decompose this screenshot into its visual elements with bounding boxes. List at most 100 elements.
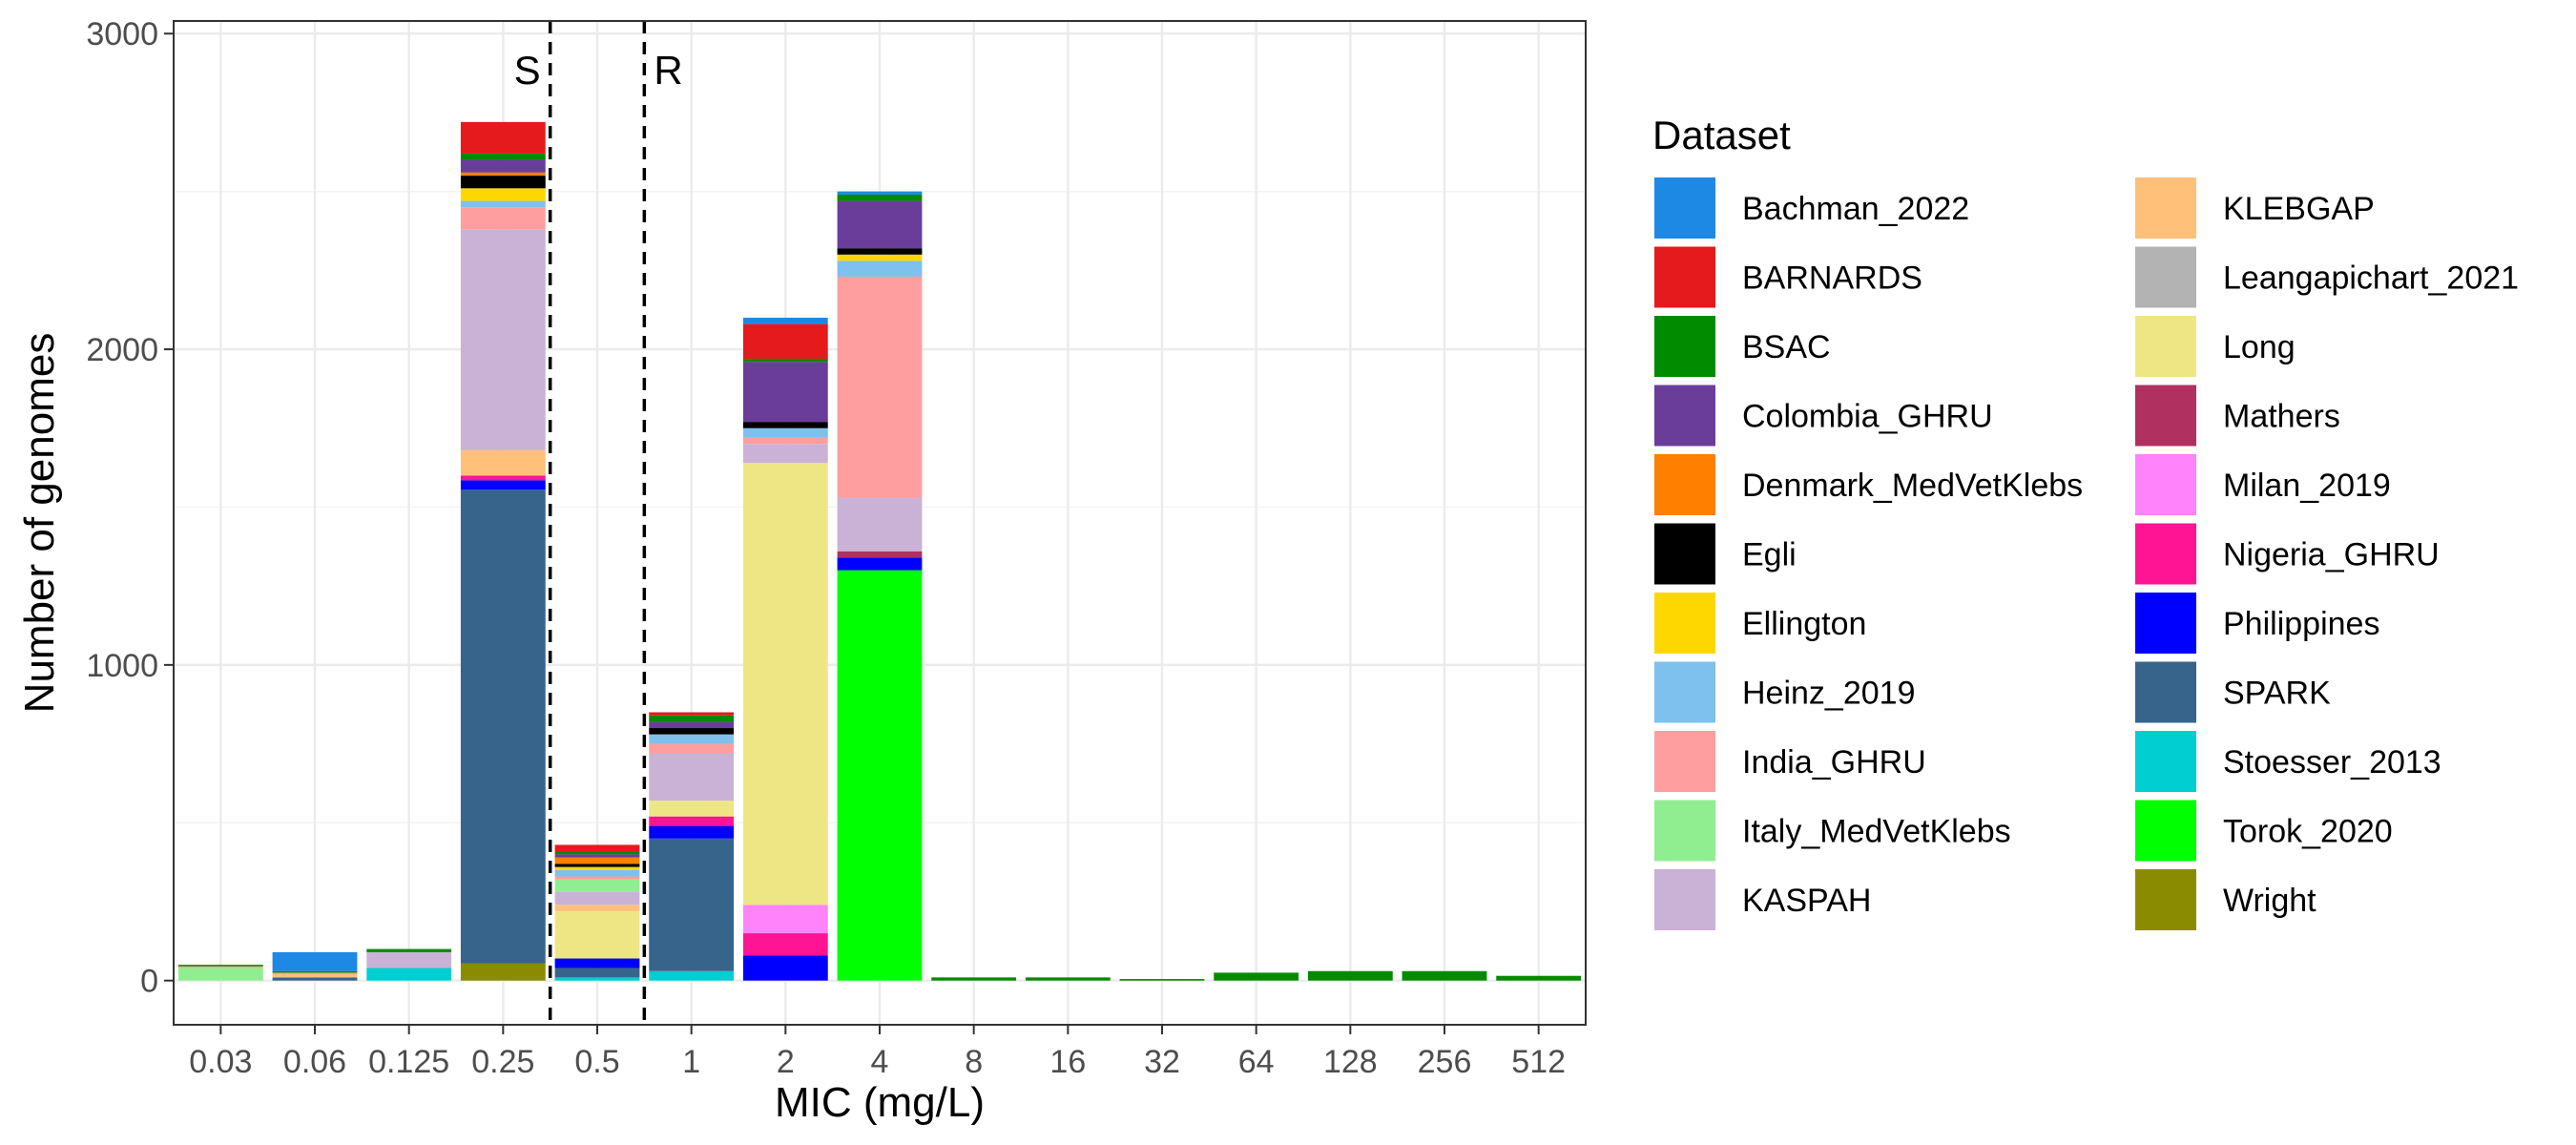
bar-segment: Philippines: 80 [742,955,828,981]
breakpoint-label: S [514,48,541,93]
legend: Dataset Bachman_2022 BARNARDS BSAC Colombia… [1652,113,2519,930]
x-tick-label: 0.25 [471,1044,534,1080]
legend-label: Heinz_2019 [1742,676,1915,712]
bar-segment: BSAC: 15 [1496,975,1582,981]
bar-segment: Bachman_2022: 60 [272,951,358,971]
bar-segment: Egli: 20 [742,422,828,428]
bar-segment: Stoesser_2013: 10 [554,977,640,981]
bar-segment: Egli: 40 [460,176,546,189]
bar-segment: Mathers: 20 [837,551,923,558]
bar-segment: Heinz_2019: 30 [649,734,735,744]
legend-key [2135,523,2196,585]
legend-label: Wright [2223,883,2316,919]
bars: Italy_MedVetKlebs: 40India_GHRU: 5BSAC: … [177,121,1582,981]
bar-segment: Colombia_GHRU: 20 [649,721,735,729]
legend-label: SPARK [2223,676,2331,712]
bar-segment: Heinz_2019: 20 [554,869,640,877]
legend-key [2135,661,2196,723]
legend-label: Colombia_GHRU [1742,399,1993,435]
legend-key [1654,869,1715,930]
bar-segment: KLEBGAP: 10 [272,974,358,978]
x-tick-label: 0.125 [368,1044,449,1080]
legend-key [1654,177,1715,239]
bar-segment: SPARK: 420 [649,838,735,971]
legend-label: Italy_MedVetKlebs [1742,814,2011,850]
x-tick-label: 0.06 [283,1044,346,1080]
bar-segment: India_GHRU: 30 [649,743,735,754]
bar-segment: Philippines: 30 [460,480,546,490]
x-tick-label: 256 [1418,1044,1472,1080]
bar-segment: KASPAH: 60 [742,444,828,464]
legend-key [2135,869,2196,930]
legend-key [1654,316,1715,377]
bar-segment: BARNARDS: 110 [742,323,828,359]
bar-segment: BSAC: 10 [366,948,452,952]
bar-segment: Egli: 10 [554,864,640,867]
legend-label: Philippines [2223,606,2379,642]
legend-label: Egli [1742,537,1797,573]
legend-key [2135,731,2196,792]
legend-label: BSAC [1742,329,1831,365]
bar-segment: SPARK: 10 [272,977,358,981]
y-tick-label: 0 [140,964,158,1000]
bar-segment: BSAC: 10 [931,977,1017,981]
bar-segment: Heinz_2019: 20 [460,200,546,208]
bar-segment: Bachman_2022: 20 [742,317,828,324]
legend-label: KASPAH [1742,883,1871,919]
legend-label: Stoesser_2013 [2223,744,2441,781]
bar-segment: BSAC: 5 [177,965,263,967]
bar-segment: BSAC: 20 [649,715,735,722]
legend-key [2135,800,2196,862]
bar-segment: India_GHRU: 5 [177,966,263,968]
legend-label: Torok_2020 [2223,814,2393,850]
x-tick-label: 2 [777,1044,795,1080]
bar-segment: BSAC: 10 [1025,977,1111,981]
x-tick-label: 1 [682,1044,700,1080]
bar-segment: Bachman_2022: 10 [837,191,923,195]
x-tick-label: 0.5 [574,1044,619,1080]
bar-segment: KASPAH: 700 [460,229,546,450]
bar-segment: Philippines: 40 [649,825,735,839]
bar-segment: Long: 150 [554,910,640,959]
x-tick-label: 32 [1144,1044,1180,1080]
legend-label: BARNARDS [1742,260,1922,297]
legend-label: Mathers [2223,399,2340,435]
bar-segment: BARNARDS: 100 [460,121,546,154]
legend-title: Dataset [1652,113,1791,157]
y-axis: 0 1000 2000 3000 [86,16,174,1000]
bar-segment: Nigeria_GHRU: 15 [460,475,546,481]
bar-segment: Heinz_2019: 30 [742,427,828,438]
y-tick-label: 2000 [86,332,158,368]
bar-segment: Italy_MedVetKlebs: 40 [554,879,640,893]
bar-segment: Colombia_GHRU: 190 [742,362,828,423]
legend-key [1654,731,1715,792]
bar-segment: Philippines: 30 [554,958,640,968]
bar-segment: Ellington: 40 [460,188,546,201]
legend-key [2135,177,2196,239]
x-tick-label: 0.03 [189,1044,252,1080]
y-axis-title: Number of genomes [16,333,63,714]
x-tick-label: 8 [965,1044,983,1080]
bar-segment: BARNARDS: 10 [649,712,735,716]
bar-segment: India_GHRU: 5 [272,972,358,975]
legend-key [2135,316,2196,377]
bar-segment: India_GHRU: 20 [742,437,828,445]
bar-segment: KLEBGAP: 20 [554,905,640,911]
legend-key [1654,385,1715,447]
legend-label: Long [2223,329,2296,365]
bar-segment: BSAC: 30 [1402,970,1487,981]
bar-segment: Milan_2019: 90 [742,905,828,934]
bar-segment: Stoesser_2013: 30 [649,970,735,981]
bar-segment: Long: 50 [649,801,735,817]
bar-segment: Philippines: 40 [837,557,923,571]
bar-segment: KASPAH: 170 [837,497,923,552]
bar-segment: SPARK: 30 [554,968,640,978]
bar-segment: BSAC: 10 [554,851,640,855]
bar-segment: BSAC: 30 [1307,970,1393,981]
bar-segment: Heinz_2019: 50 [837,260,923,277]
y-tick-label: 3000 [86,16,158,52]
bar-segment: BSAC: 5 [272,970,358,973]
bar-segment: Wright: 55 [460,963,546,981]
bar-segment: Ellington: 10 [554,866,640,870]
